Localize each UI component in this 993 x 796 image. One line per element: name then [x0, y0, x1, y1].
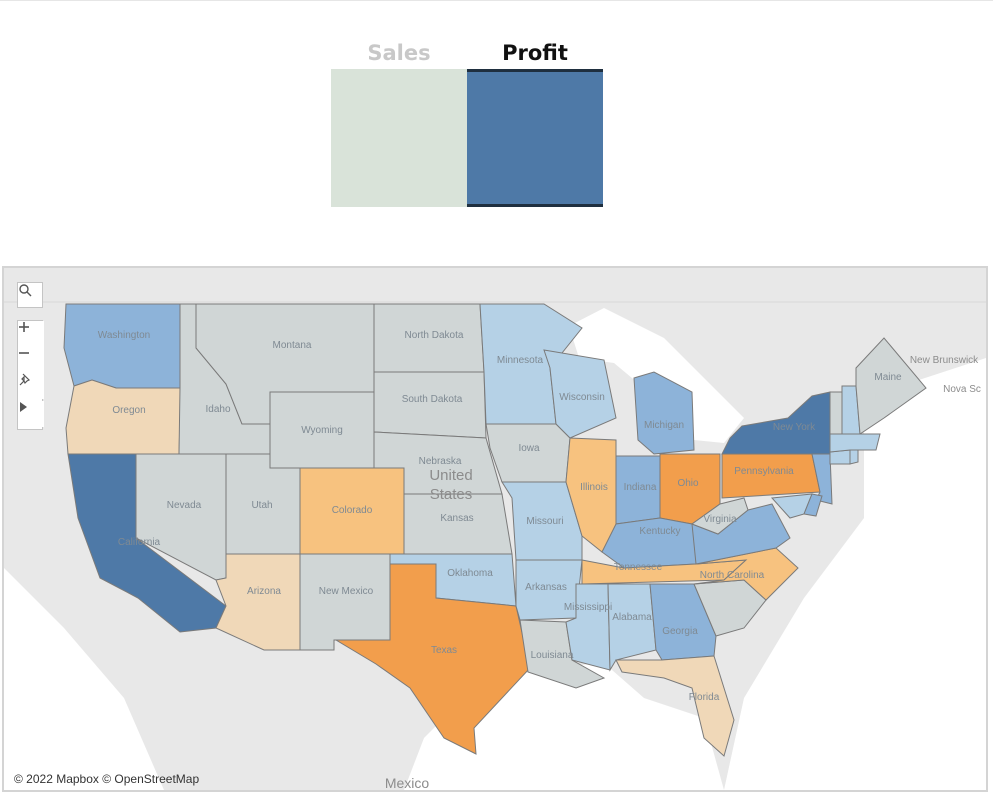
state-label-nevada: Nevada	[167, 500, 202, 511]
state-label-north-carolina: North Carolina	[700, 570, 765, 581]
state-new-jersey[interactable]	[811, 453, 833, 505]
state-arkansas[interactable]	[515, 559, 583, 621]
state-washington[interactable]	[63, 303, 181, 389]
state-label-north-dakota: North Dakota	[405, 330, 464, 341]
sales-toggle-label: Sales	[367, 41, 431, 65]
state-texas[interactable]	[334, 563, 531, 755]
state-label-arizona: Arizona	[247, 586, 281, 597]
state-label-georgia: Georgia	[662, 626, 698, 637]
zoom-controls	[17, 320, 44, 430]
state-label-louisiana: Louisiana	[531, 650, 574, 661]
state-maine[interactable]	[855, 337, 927, 435]
state-label-tennessee: Tennessee	[614, 562, 663, 573]
state-label-colorado: Colorado	[332, 505, 373, 516]
state-north-carolina[interactable]	[693, 547, 799, 601]
country-label-line2: States	[430, 486, 473, 503]
country-label-line1: United	[429, 467, 472, 484]
nova-scotia-label: Nova Sc	[943, 384, 981, 395]
state-label-michigan: Michigan	[644, 420, 684, 431]
state-label-florida: Florida	[689, 692, 720, 703]
state-florida[interactable]	[615, 655, 735, 757]
state-label-kansas: Kansas	[440, 513, 473, 524]
state-label-south-dakota: South Dakota	[402, 394, 463, 405]
state-label-idaho: Idaho	[205, 404, 230, 415]
zoom-in-icon[interactable]	[18, 321, 44, 347]
measure-toggle: Sales Profit	[331, 38, 603, 208]
state-label-pennsylvania: Pennsylvania	[734, 466, 794, 477]
state-label-oklahoma: Oklahoma	[447, 568, 493, 579]
state-rhode-island[interactable]	[849, 449, 859, 465]
state-label-missouri: Missouri	[526, 516, 563, 527]
state-label-ohio: Ohio	[677, 478, 699, 489]
state-label-nebraska: Nebraska	[419, 456, 462, 467]
state-vermont[interactable]	[829, 391, 843, 435]
state-label-maine: Maine	[874, 372, 902, 383]
state-massachusetts[interactable]	[829, 433, 881, 453]
atlantic-ocean	[724, 358, 986, 790]
state-label-virginia: Virginia	[703, 514, 737, 525]
mexico-label: Mexico	[385, 775, 430, 790]
profit-map[interactable]: Washington Oregon California Nevada Idaho Mon…	[2, 266, 988, 792]
profit-toggle[interactable]: Profit	[467, 38, 603, 208]
pacific-ocean	[4, 568, 164, 790]
state-label-utah: Utah	[251, 500, 272, 511]
state-label-arkansas: Arkansas	[525, 582, 567, 593]
state-delaware[interactable]	[803, 493, 823, 517]
profit-toggle-swatch[interactable]	[467, 69, 603, 207]
state-new-mexico[interactable]	[299, 553, 391, 651]
state-label-washington: Washington	[98, 330, 150, 341]
state-label-minnesota: Minnesota	[497, 355, 544, 366]
state-labels: Washington Oregon California Nevada Idaho Mon…	[98, 330, 902, 703]
new-brunswick-label: New Brunswick	[910, 355, 979, 366]
state-label-iowa: Iowa	[518, 443, 540, 454]
play-icon[interactable]	[18, 401, 44, 427]
state-west-virginia[interactable]	[690, 497, 749, 535]
map-attribution: © 2022 Mapbox © OpenStreetMap	[14, 772, 200, 786]
pin-icon[interactable]	[18, 373, 44, 399]
state-label-new-mexico: New Mexico	[319, 586, 374, 597]
state-label-illinois: Illinois	[580, 482, 608, 493]
sales-toggle-swatch[interactable]	[331, 69, 467, 207]
state-label-wyoming: Wyoming	[301, 425, 343, 436]
state-label-wisconsin: Wisconsin	[559, 392, 605, 403]
state-label-california: California	[118, 537, 161, 548]
top-divider	[0, 0, 993, 1]
state-label-mississippi: Mississippi	[564, 602, 612, 613]
state-south-dakota[interactable]	[373, 371, 487, 439]
map-canvas[interactable]: Washington Oregon California Nevada Idaho Mon…	[4, 268, 986, 790]
state-label-indiana: Indiana	[624, 482, 657, 493]
state-kansas[interactable]	[403, 493, 513, 555]
state-label-montana: Montana	[273, 340, 312, 351]
search-icon[interactable]	[17, 282, 43, 308]
sales-toggle[interactable]: Sales	[331, 38, 467, 208]
profit-toggle-label: Profit	[502, 41, 568, 65]
zoom-out-icon[interactable]	[18, 347, 44, 373]
state-label-new-york: New York	[773, 422, 816, 433]
state-label-alabama: Alabama	[612, 612, 652, 623]
state-oregon[interactable]	[65, 379, 181, 455]
states-layer	[63, 303, 927, 757]
state-michigan[interactable]	[633, 371, 695, 455]
state-label-kentucky: Kentucky	[639, 526, 680, 537]
state-alabama[interactable]	[607, 583, 657, 672]
state-label-oregon: Oregon	[112, 405, 145, 416]
state-label-texas: Texas	[431, 645, 457, 656]
